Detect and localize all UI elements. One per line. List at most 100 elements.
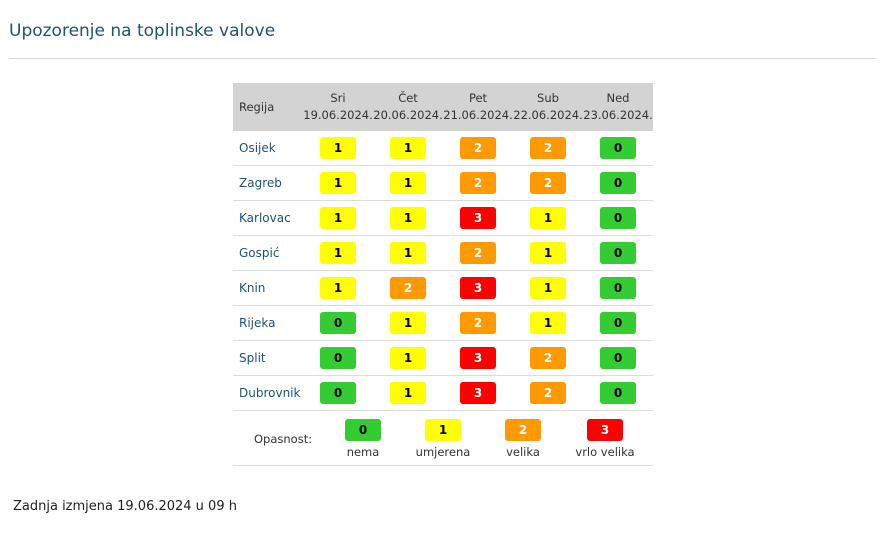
level-badge: 3 (460, 382, 496, 404)
table-row: Karlovac 1 1 3 1 0 (233, 200, 653, 236)
level-cell: 1 (513, 305, 583, 341)
table-body: Osijek 1 1 2 2 0 Zagreb 1 1 2 2 0 Karlovac 1 1 3 1 0 Gospi… (233, 131, 653, 411)
level-badge: 0 (320, 382, 356, 404)
title-divider (9, 58, 876, 59)
level-badge: 3 (460, 277, 496, 299)
level-badge: 1 (530, 207, 566, 229)
region-name: Split (233, 340, 303, 376)
level-cell: 0 (583, 131, 653, 166)
level-cell: 0 (583, 375, 653, 411)
region-name: Zagreb (233, 165, 303, 201)
level-badge: 0 (600, 277, 636, 299)
level-badge: 2 (530, 382, 566, 404)
level-badge: 2 (530, 347, 566, 369)
level-cell: 2 (443, 131, 513, 166)
level-badge: 1 (320, 172, 356, 194)
level-cell: 3 (443, 200, 513, 236)
table-row: Rijeka 0 1 2 1 0 (233, 305, 653, 341)
level-badge: 1 (390, 172, 426, 194)
level-cell: 1 (303, 165, 373, 201)
legend-text: velika (506, 445, 540, 459)
legend-text: umjerena (415, 445, 471, 459)
level-cell: 1 (373, 200, 443, 236)
region-name: Dubrovnik (233, 375, 303, 411)
level-cell: 0 (583, 270, 653, 306)
level-badge: 1 (530, 312, 566, 334)
table-row: Knin 1 2 3 1 0 (233, 270, 653, 306)
level-badge: 1 (390, 312, 426, 334)
legend-item-0: 0 nema (328, 419, 398, 459)
level-badge: 1 (320, 242, 356, 264)
region-name: Karlovac (233, 200, 303, 236)
level-badge: 1 (390, 242, 426, 264)
level-cell: 3 (443, 375, 513, 411)
level-badge: 1 (320, 277, 356, 299)
level-cell: 0 (583, 235, 653, 271)
level-badge: 1 (320, 137, 356, 159)
level-cell: 1 (513, 270, 583, 306)
level-badge: 0 (600, 347, 636, 369)
table-row: Gospić 1 1 2 1 0 (233, 235, 653, 271)
region-name: Rijeka (233, 305, 303, 341)
level-badge: 0 (600, 382, 636, 404)
level-cell: 0 (303, 375, 373, 411)
level-badge: 1 (530, 242, 566, 264)
level-badge: 1 (390, 382, 426, 404)
level-cell: 3 (443, 340, 513, 376)
day-date: 19.06.2024. (303, 108, 373, 122)
page-title: Upozorenje na toplinske valove (9, 21, 276, 41)
level-badge: 0 (600, 172, 636, 194)
day-name: Ned (606, 91, 630, 105)
day-column-header: Pet 21.06.2024. (443, 83, 513, 131)
danger-legend: Opasnost: 0 nema 1 umjerena 2 velika 3 v… (233, 409, 653, 466)
level-cell: 2 (373, 270, 443, 306)
level-badge: 2 (390, 277, 426, 299)
level-badge: 0 (600, 242, 636, 264)
legend-text: nema (346, 445, 380, 459)
level-cell: 1 (373, 235, 443, 271)
level-badge: 2 (460, 242, 496, 264)
level-cell: 2 (513, 375, 583, 411)
day-name: Pet (468, 91, 488, 105)
level-badge: 3 (460, 207, 496, 229)
day-column-header: Čet 20.06.2024. (373, 83, 443, 131)
region-column-header: Regija (233, 83, 303, 131)
legend-item-3: 3 vrlo velika (570, 419, 640, 459)
level-cell: 0 (583, 200, 653, 236)
level-cell: 2 (443, 235, 513, 271)
day-column-header: Sri 19.06.2024. (303, 83, 373, 131)
table-header-row: Regija Sri 19.06.2024. Čet 20.06.2024. Pet… (233, 83, 653, 131)
day-date: 21.06.2024. (443, 108, 513, 122)
level-badge: 3 (460, 347, 496, 369)
last-modified-text: Zadnja izmjena 19.06.2024 u 09 h (13, 499, 237, 514)
legend-text: vrlo velika (575, 445, 635, 459)
heatwave-table: Regija Sri 19.06.2024. Čet 20.06.2024. Pet… (233, 83, 653, 411)
level-cell: 1 (303, 235, 373, 271)
level-cell: 1 (303, 200, 373, 236)
region-name: Osijek (233, 131, 303, 166)
level-cell: 2 (443, 165, 513, 201)
level-cell: 2 (513, 340, 583, 376)
level-cell: 0 (583, 305, 653, 341)
legend-label: Opasnost: (254, 432, 313, 446)
level-cell: 1 (373, 165, 443, 201)
day-name: Čet (398, 91, 418, 105)
day-date: 22.06.2024. (513, 108, 583, 122)
region-name: Knin (233, 270, 303, 306)
level-cell: 3 (443, 270, 513, 306)
level-badge: 0 (320, 312, 356, 334)
level-badge: 0 (600, 137, 636, 159)
table-row: Zagreb 1 1 2 2 0 (233, 165, 653, 201)
level-cell: 1 (513, 235, 583, 271)
level-badge: 1 (390, 207, 426, 229)
level-badge: 2 (530, 172, 566, 194)
level-badge: 2 (530, 137, 566, 159)
level-badge: 0 (600, 312, 636, 334)
level-cell: 2 (513, 165, 583, 201)
region-name: Gospić (233, 235, 303, 271)
level-cell: 0 (583, 340, 653, 376)
level-badge: 2 (460, 312, 496, 334)
level-badge: 2 (505, 419, 541, 441)
legend-item-1: 1 umjerena (408, 419, 478, 459)
level-badge: 3 (587, 419, 623, 441)
